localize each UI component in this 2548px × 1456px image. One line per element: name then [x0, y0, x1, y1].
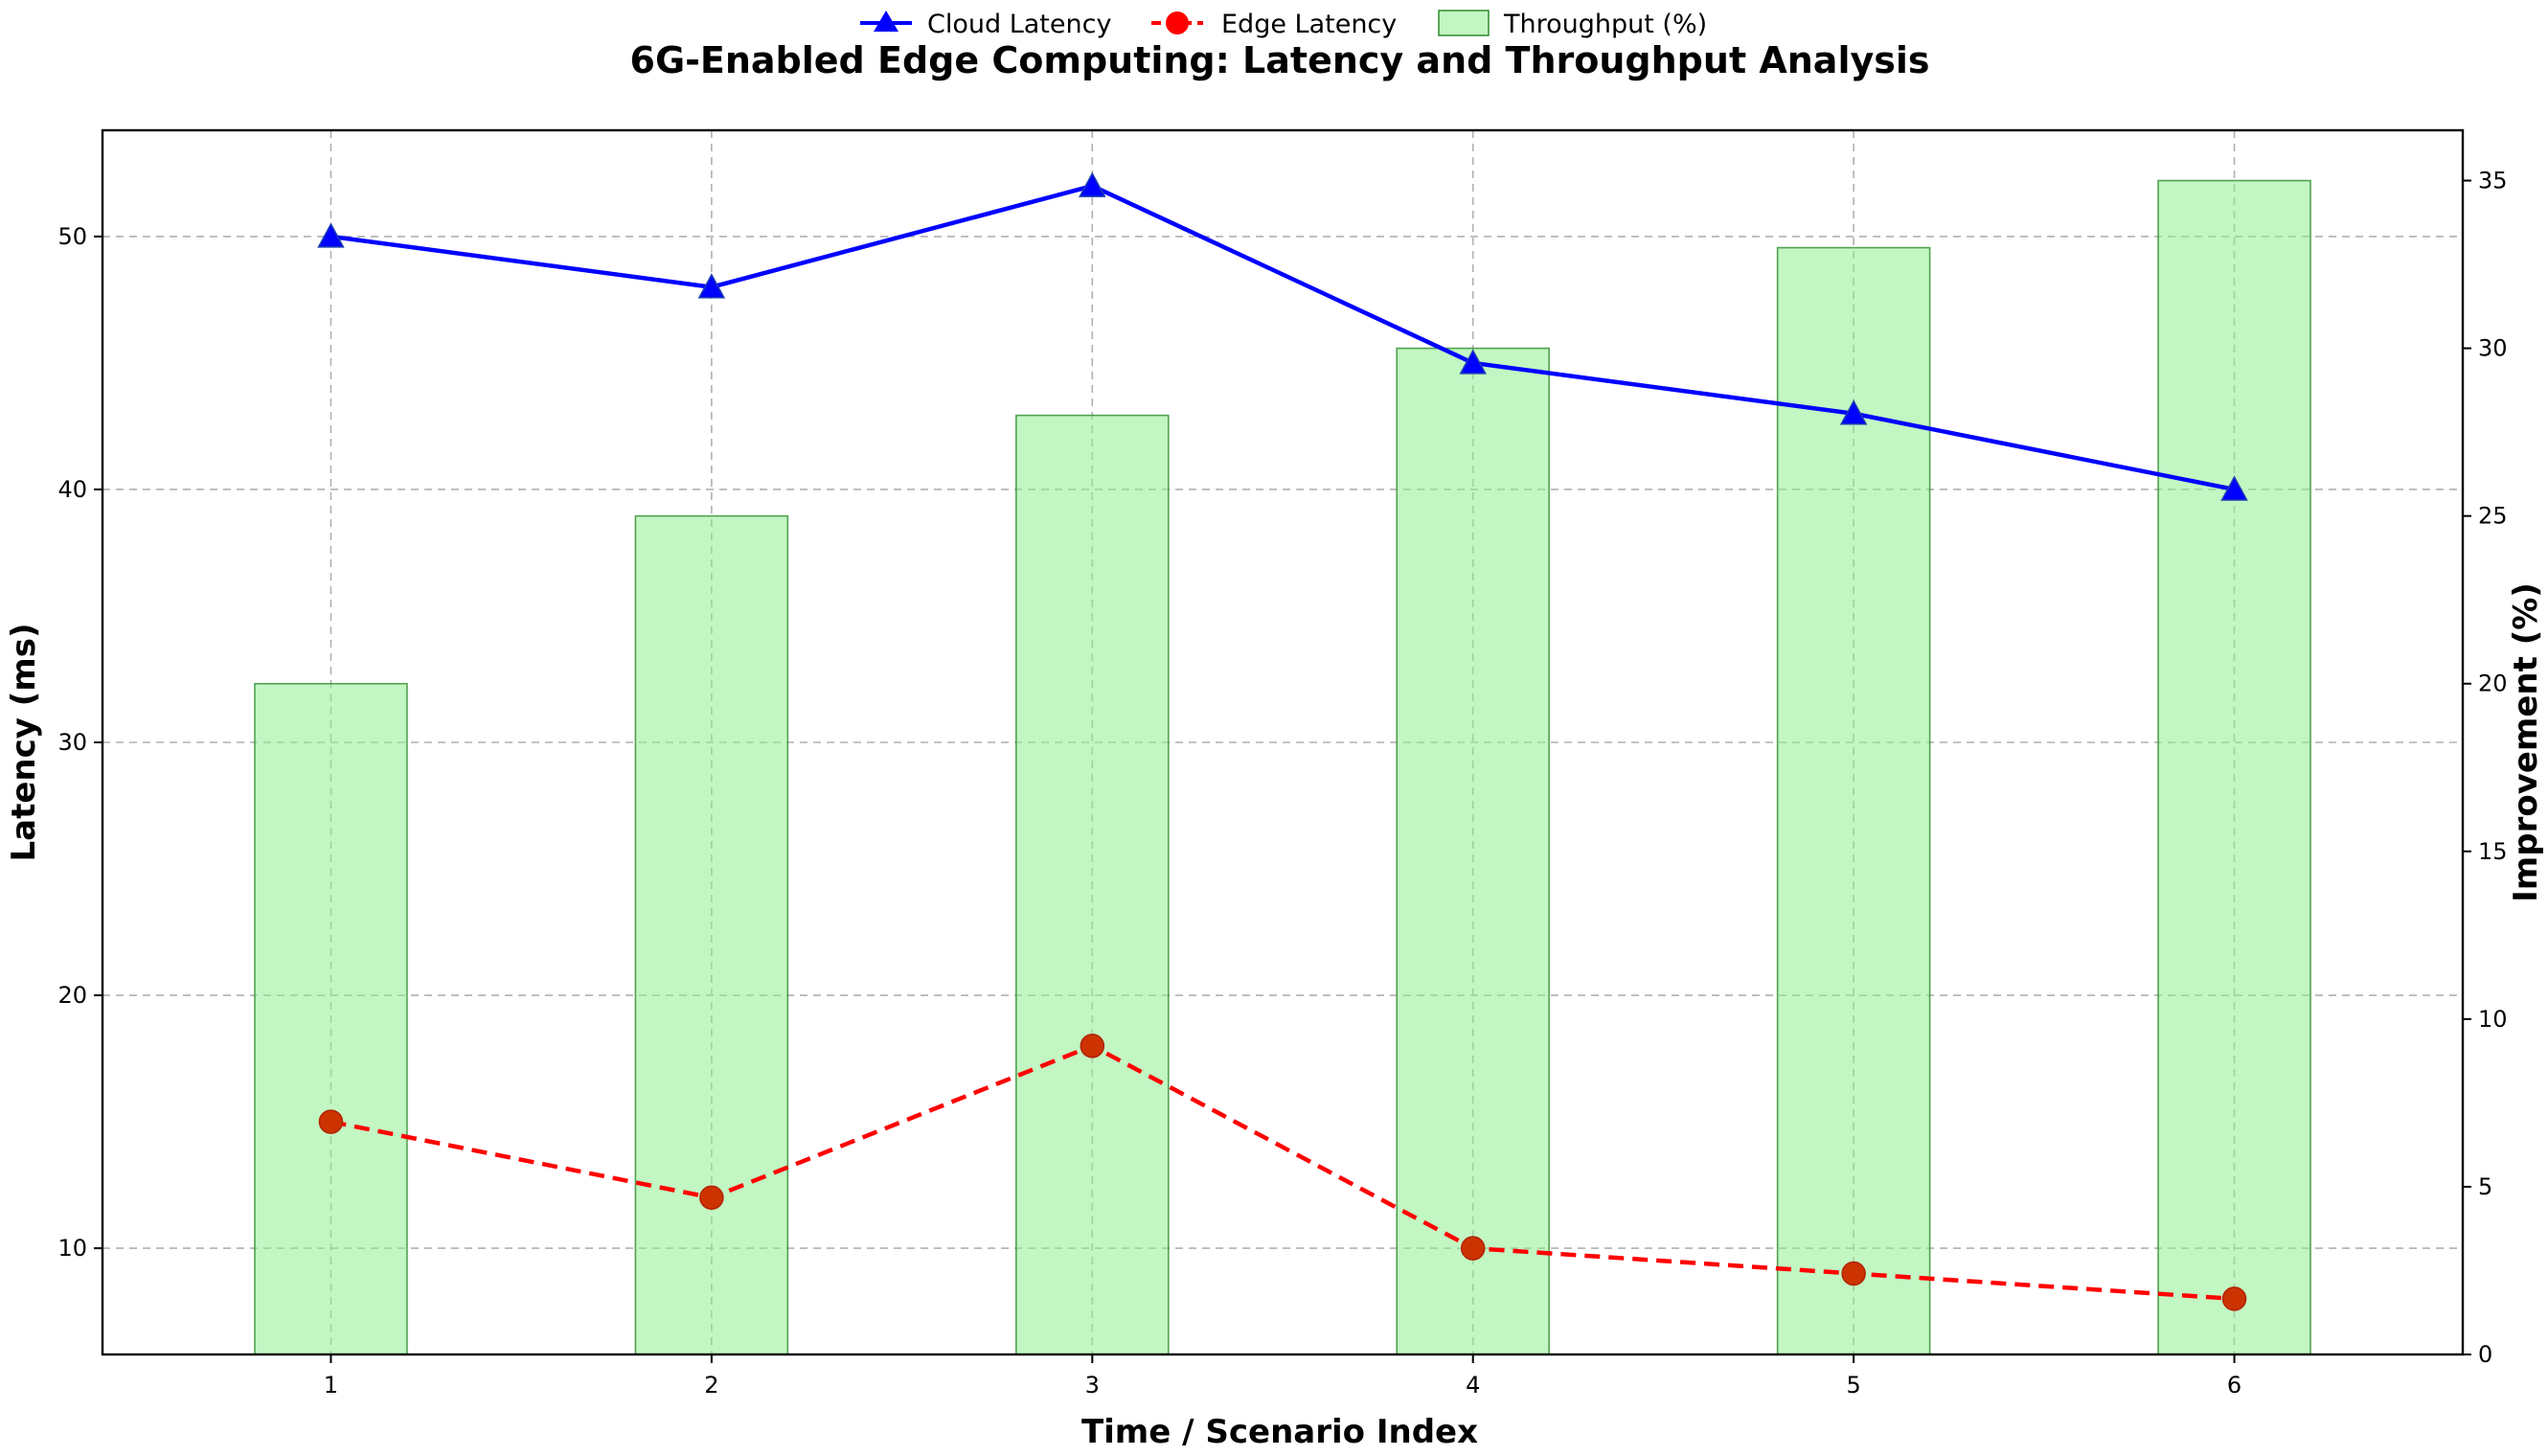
legend-cloud-marker [874, 11, 899, 32]
legend-edge-label: Edge Latency [1221, 10, 1397, 39]
latency-lines [317, 171, 2248, 1311]
cloud-latency-marker [1079, 171, 1106, 197]
legend: Cloud Latency Edge Latency Throughput (%… [860, 10, 1707, 39]
x-tick-label: 5 [1846, 1372, 1860, 1399]
y2-tick-label: 20 [2478, 671, 2508, 697]
grid [102, 130, 2463, 1354]
y-tick-label: 40 [57, 476, 87, 503]
y2-tick-label: 25 [2478, 503, 2508, 530]
x-axis-label: Time / Scenario Index [1081, 1413, 1478, 1451]
edge-latency-marker [699, 1185, 724, 1211]
cloud-latency-marker [697, 273, 726, 299]
cloud-latency-marker [2220, 475, 2248, 501]
edge-latency-marker [1841, 1261, 1866, 1286]
y2-tick-label: 10 [2478, 1006, 2508, 1033]
throughput-bar [1396, 347, 1550, 1355]
edge-latency-marker [1080, 1034, 1105, 1058]
edge-latency-marker [1460, 1236, 1486, 1261]
throughput-bars [254, 179, 2311, 1355]
y-tick-label: 10 [57, 1235, 87, 1262]
edge-latency-marker [318, 1109, 344, 1134]
edge-latency-marker [2221, 1286, 2247, 1311]
cloud-latency-line [330, 183, 2235, 492]
y2-tick-label: 30 [2478, 335, 2508, 362]
cloud-latency-marker [1839, 399, 1868, 425]
cloud-latency-marker [317, 222, 345, 248]
x-tick-label: 2 [704, 1372, 718, 1399]
axis-ticks: 1 2 3 4 5 6 10 20 30 40 50 0 5 10 15 20 25 30 35 [57, 168, 2507, 1399]
cloud-latency-marker [1459, 349, 1487, 375]
y-tick-label: 30 [57, 729, 87, 756]
y2-tick-label: 5 [2478, 1173, 2492, 1200]
legend-throughput-swatch [1438, 10, 1490, 36]
y2-tick-label: 15 [2478, 838, 2508, 865]
legend-cloud-label: Cloud Latency [927, 10, 1111, 39]
throughput-bar [1015, 414, 1170, 1355]
throughput-bar [254, 682, 408, 1355]
y-tick-label: 50 [57, 223, 87, 250]
throughput-bar [1776, 246, 1931, 1355]
y2-tick-label: 35 [2478, 168, 2508, 194]
edge-latency-line [330, 1043, 2235, 1302]
x-tick-label: 4 [1466, 1372, 1480, 1399]
y-axis-label: Latency (ms) [5, 623, 43, 861]
chart-title: 6G-Enabled Edge Computing: Latency and T… [630, 39, 1930, 81]
x-tick-label: 1 [324, 1372, 338, 1399]
x-tick-label: 6 [2227, 1372, 2241, 1399]
y-tick-label: 20 [57, 982, 87, 1009]
x-tick-label: 3 [1085, 1372, 1100, 1399]
y2-tick-label: 0 [2478, 1341, 2492, 1368]
y2-axis-label: Improvement (%) [2507, 582, 2545, 902]
legend-throughput-label: Throughput (%) [1503, 10, 1707, 39]
legend-edge-marker [1166, 11, 1189, 34]
throughput-bar [634, 514, 789, 1355]
throughput-bar [2157, 179, 2311, 1355]
